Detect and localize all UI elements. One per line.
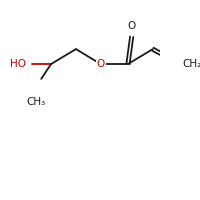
Text: O: O — [97, 59, 105, 69]
Text: CH₂: CH₂ — [182, 59, 200, 69]
Text: O: O — [128, 21, 136, 31]
Text: CH₃: CH₃ — [27, 97, 46, 107]
Text: HO: HO — [10, 59, 26, 69]
